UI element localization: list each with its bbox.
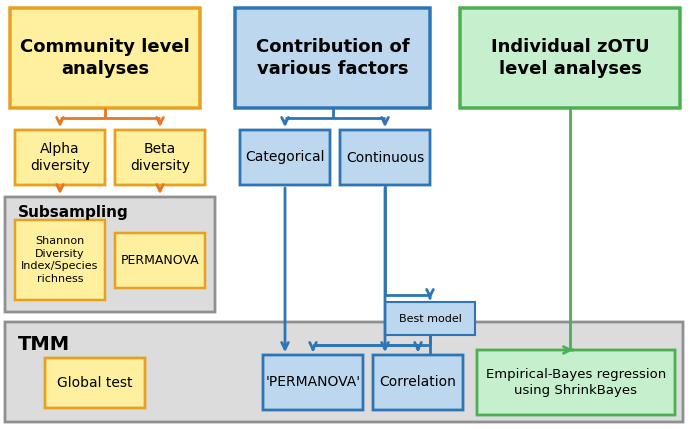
FancyBboxPatch shape xyxy=(45,358,145,408)
FancyBboxPatch shape xyxy=(235,8,430,108)
Text: TMM: TMM xyxy=(18,335,70,354)
Text: Shannon
Diversity
Index/Species
richness: Shannon Diversity Index/Species richness xyxy=(21,236,99,284)
FancyBboxPatch shape xyxy=(15,130,105,185)
FancyBboxPatch shape xyxy=(340,130,430,185)
Text: Global test: Global test xyxy=(57,376,132,390)
Text: Beta
diversity: Beta diversity xyxy=(130,142,190,173)
FancyBboxPatch shape xyxy=(5,322,683,422)
Text: 'PERMANOVA': 'PERMANOVA' xyxy=(266,375,361,390)
FancyBboxPatch shape xyxy=(263,355,363,410)
FancyBboxPatch shape xyxy=(373,355,463,410)
Text: PERMANOVA: PERMANOVA xyxy=(121,254,199,267)
Text: Best model: Best model xyxy=(399,314,462,323)
Text: Contribution of
various factors: Contribution of various factors xyxy=(256,38,409,78)
FancyBboxPatch shape xyxy=(5,197,215,312)
Text: Alpha
diversity: Alpha diversity xyxy=(30,142,90,173)
FancyBboxPatch shape xyxy=(10,8,200,108)
FancyBboxPatch shape xyxy=(385,302,475,335)
FancyBboxPatch shape xyxy=(115,130,205,185)
FancyBboxPatch shape xyxy=(477,350,675,415)
Text: Empirical-Bayes regression
using ShrinkBayes: Empirical-Bayes regression using ShrinkB… xyxy=(486,368,666,397)
Text: Continuous: Continuous xyxy=(346,151,424,164)
FancyBboxPatch shape xyxy=(15,220,105,300)
FancyBboxPatch shape xyxy=(240,130,330,185)
FancyBboxPatch shape xyxy=(460,8,680,108)
Text: Subsampling: Subsampling xyxy=(18,205,129,220)
Text: Community level
analyses: Community level analyses xyxy=(20,38,190,78)
Text: Individual zOTU
level analyses: Individual zOTU level analyses xyxy=(491,38,649,78)
Text: Correlation: Correlation xyxy=(380,375,457,390)
FancyBboxPatch shape xyxy=(115,233,205,288)
Text: Categorical: Categorical xyxy=(245,151,325,164)
